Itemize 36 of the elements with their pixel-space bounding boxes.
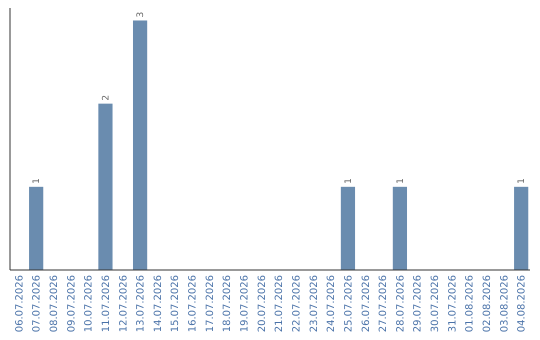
- x-tick-label: 04.08.2026: [516, 275, 528, 332]
- x-tick-label: 16.07.2026: [188, 275, 199, 332]
- x-tick-label: 25.07.2026: [343, 275, 354, 332]
- x-tick-label: 23.07.2026: [308, 275, 320, 332]
- data-label: 2: [101, 94, 112, 101]
- x-tick-label: 27.07.2026: [378, 275, 390, 332]
- data-label: 1: [517, 178, 528, 184]
- x-tick-label: 31.07.2026: [447, 275, 458, 332]
- x-tick-label: 06.07.2026: [14, 275, 26, 332]
- x-tick-label: 24.07.2026: [326, 275, 338, 332]
- data-label: 1: [344, 178, 354, 184]
- data-label: 1: [32, 178, 42, 184]
- data-label: 3: [136, 12, 146, 18]
- x-tick-label: 30.07.2026: [430, 275, 442, 332]
- x-tick-label: 29.07.2026: [412, 275, 424, 332]
- x-tick-label: 13.07.2026: [136, 275, 147, 332]
- x-tick-label: 10.07.2026: [84, 275, 95, 332]
- x-tick-label: 02.08.2026: [482, 275, 494, 332]
- x-tick-label: 12.07.2026: [118, 275, 130, 332]
- x-tick-label: 21.07.2026: [274, 275, 286, 332]
- x-tick-label: 03.08.2026: [499, 275, 510, 332]
- x-tick-label: 11.07.2026: [100, 275, 112, 332]
- x-tick-label: 09.07.2026: [66, 275, 78, 332]
- x-tick-label: 26.07.2026: [360, 275, 372, 332]
- x-tick-label: 08.07.2026: [48, 275, 60, 332]
- data-label: 1: [396, 178, 406, 184]
- x-tick-label: 14.07.2026: [152, 275, 164, 332]
- x-tick-label: 18.07.2026: [222, 275, 234, 332]
- x-tick-label: 17.07.2026: [204, 275, 216, 332]
- x-tick-label: 28.07.2026: [395, 275, 406, 332]
- x-tick-label: 19.07.2026: [240, 275, 251, 332]
- x-tick-label: 20.07.2026: [256, 275, 268, 332]
- x-tick-label: 15.07.2026: [170, 275, 182, 332]
- x-tick-label: 07.07.2026: [32, 275, 43, 332]
- x-tick-label: 22.07.2026: [291, 275, 302, 332]
- x-tick-label: 01.08.2026: [464, 275, 476, 332]
